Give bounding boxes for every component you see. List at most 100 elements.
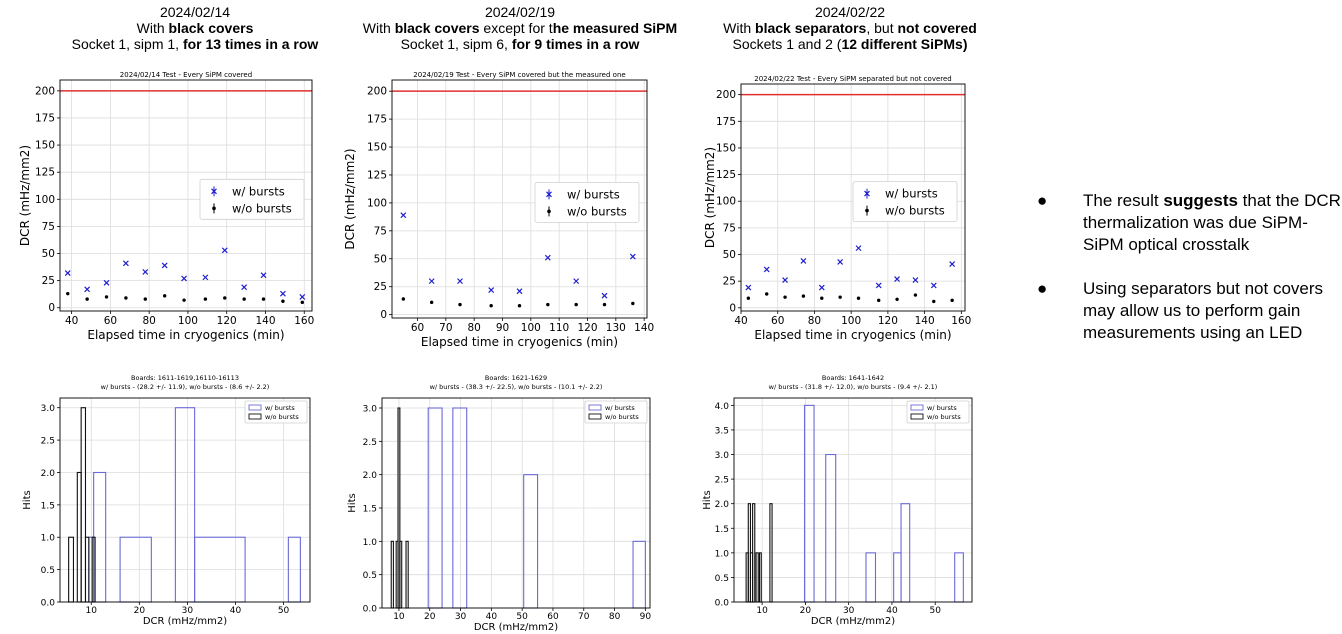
- x-tick-label: 30: [182, 606, 194, 616]
- y-tick-label: 0: [380, 309, 387, 321]
- data-point-without-bursts: [631, 302, 634, 305]
- x-tick-label: 120: [878, 315, 898, 327]
- marker-dot: [212, 207, 216, 211]
- y-axis-label: DCR (mHz/mm2): [703, 147, 717, 248]
- chart-title: 2024/02/22 Test - Every SiPM separated b…: [754, 75, 952, 83]
- legend-label: w/ bursts: [265, 404, 295, 412]
- x-tick-label: 70: [578, 612, 590, 622]
- x-tick-label: 40: [486, 612, 498, 622]
- data-point-with-bursts: [401, 213, 406, 218]
- data-point-without-bursts: [518, 304, 521, 307]
- column-header-1: 2024/02/14 With black covers Socket 1, s…: [30, 4, 360, 52]
- text-run: except for t: [480, 20, 553, 36]
- text-run: Socket 1, sipm 1,: [72, 36, 183, 52]
- column-date: 2024/02/22: [685, 4, 1015, 20]
- data-point-without-bursts: [932, 300, 935, 303]
- y-tick-label: 2.5: [41, 437, 55, 447]
- data-point-with-bursts: [876, 283, 881, 288]
- data-point-with-bursts: [104, 280, 109, 285]
- data-point-with-bursts: [429, 279, 434, 284]
- bold-text-run: for 9 times in a row: [512, 36, 640, 52]
- column-socket-info: Socket 1, sipm 1, for 13 times in a row: [30, 36, 360, 52]
- data-point-without-bursts: [66, 292, 69, 295]
- column-condition: With black covers except for the measure…: [355, 20, 685, 36]
- data-point-with-bursts: [162, 263, 167, 268]
- chart-title: Boards: 1621-1629: [485, 374, 547, 382]
- y-tick-label: 0: [729, 302, 736, 314]
- bold-text-run: black separators: [755, 20, 866, 36]
- marker-dot: [865, 209, 869, 213]
- y-tick-label: 50: [42, 248, 55, 260]
- legend-label: w/o bursts: [927, 413, 961, 421]
- data-point-without-bursts: [747, 297, 750, 300]
- x-axis-label: DCR (mHz/mm2): [474, 622, 558, 633]
- data-point-without-bursts: [489, 304, 492, 307]
- y-axis-label: DCR (mHz/mm2): [18, 145, 32, 246]
- text-run: With: [723, 20, 755, 36]
- marker-dot: [547, 210, 551, 214]
- x-tick-label: 30: [843, 606, 855, 616]
- legend-label: w/ bursts: [567, 187, 620, 201]
- x-tick-label: 80: [142, 315, 155, 327]
- y-tick-label: 2.0: [715, 500, 730, 510]
- data-point-without-bursts: [546, 303, 549, 306]
- x-tick-label: 30: [455, 612, 467, 622]
- x-tick-label: 10: [393, 612, 405, 622]
- conclusion-text: Using separators but not covers may allo…: [1083, 279, 1323, 342]
- data-point-with-bursts: [950, 262, 955, 267]
- y-tick-label: 75: [374, 225, 387, 237]
- y-tick-label: 0.0: [41, 599, 56, 609]
- x-tick-label: 20: [134, 606, 146, 616]
- conclusion-text: The result suggests that the DCR thermal…: [1083, 191, 1341, 254]
- column-header-2: 2024/02/19 With black covers except for …: [355, 4, 685, 52]
- data-point-without-bursts: [144, 297, 147, 300]
- data-point-with-bursts: [203, 275, 208, 280]
- x-tick-label: 60: [547, 612, 559, 622]
- x-tick-label: 140: [255, 315, 275, 327]
- data-point-without-bursts: [204, 297, 207, 300]
- y-tick-label: 0.5: [363, 571, 377, 581]
- y-tick-label: 150: [367, 142, 387, 154]
- x-tick-label: 100: [841, 315, 861, 327]
- plot-frame: [382, 398, 650, 608]
- x-tick-label: 60: [411, 322, 424, 334]
- data-point-without-bursts: [105, 295, 108, 298]
- y-tick-label: 150: [35, 140, 55, 152]
- y-tick-label: 4.0: [715, 402, 730, 412]
- data-point-with-bursts: [856, 246, 861, 251]
- y-tick-label: 2.0: [363, 471, 378, 481]
- data-point-without-bursts: [301, 301, 304, 304]
- chart-title: 2024/02/19 Test - Every SiPM covered but…: [413, 71, 625, 79]
- x-tick-label: 140: [634, 322, 654, 334]
- text-run: Socket 1, sipm 6,: [401, 36, 512, 52]
- data-point-with-bursts: [764, 267, 769, 272]
- data-point-with-bursts: [746, 285, 751, 290]
- x-axis-label: Elapsed time in cryogenics (min): [754, 328, 951, 342]
- data-point-without-bursts: [914, 293, 917, 296]
- data-point-without-bursts: [877, 299, 880, 302]
- x-axis-label: Elapsed time in cryogenics (min): [421, 335, 618, 349]
- x-tick-label: 130: [606, 322, 626, 334]
- y-tick-label: 1.0: [715, 549, 730, 559]
- data-point-with-bursts: [545, 255, 550, 260]
- data-point-with-bursts: [123, 261, 128, 266]
- y-tick-label: 175: [367, 114, 387, 126]
- x-tick-label: 50: [516, 612, 528, 622]
- chart-title: Boards: 1611-1619,16110-16113: [131, 374, 239, 382]
- x-tick-label: 10: [86, 606, 98, 616]
- x-tick-label: 90: [496, 322, 509, 334]
- data-point-without-bursts: [124, 296, 127, 299]
- y-tick-label: 1.5: [715, 525, 729, 535]
- data-point-with-bursts: [574, 279, 579, 284]
- data-point-with-bursts: [85, 287, 90, 292]
- y-tick-label: 125: [716, 169, 736, 181]
- y-tick-label: 1.5: [363, 505, 377, 515]
- x-tick-label: 40: [734, 315, 747, 327]
- x-tick-label: 20: [800, 606, 812, 616]
- x-tick-label: 140: [915, 315, 935, 327]
- y-tick-label: 200: [716, 89, 736, 101]
- y-tick-label: 100: [35, 194, 55, 206]
- chart-subtitle: w/ bursts - (38.3 +/- 22.5), w/o bursts …: [430, 383, 603, 391]
- x-tick-label: 10: [756, 606, 768, 616]
- y-tick-label: 75: [723, 222, 736, 234]
